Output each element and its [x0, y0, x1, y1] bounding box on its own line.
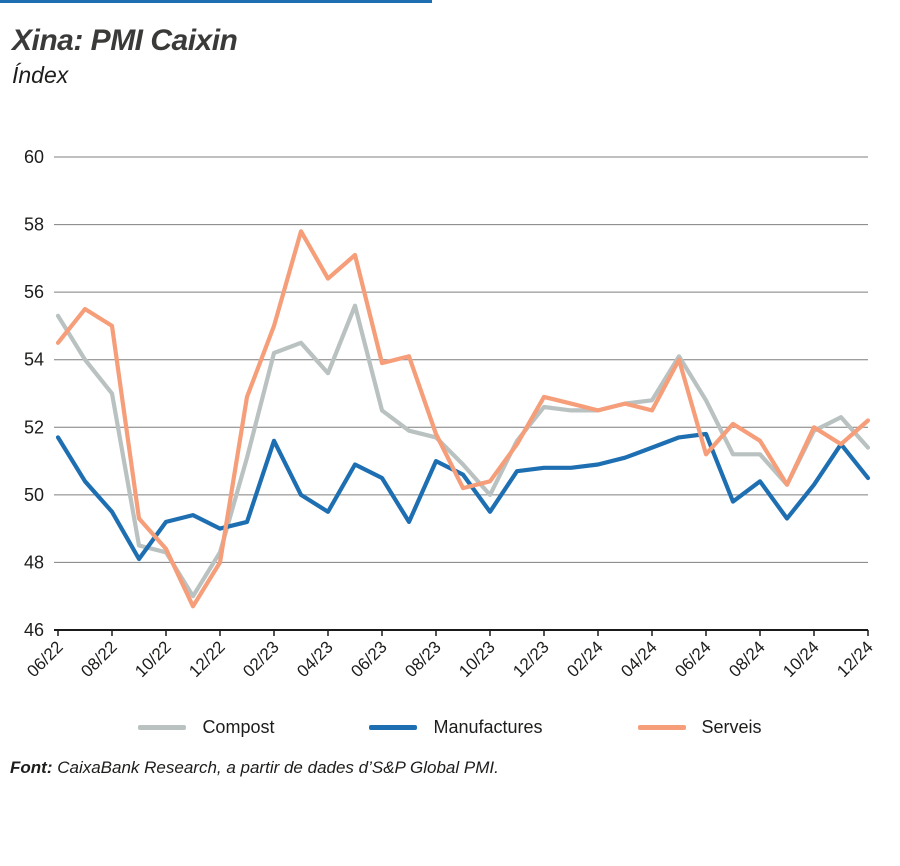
source-text: CaixaBank Research, a partir de dades d’… [52, 758, 499, 777]
page-subtitle: Índex [12, 62, 69, 88]
svg-text:52: 52 [24, 417, 44, 437]
svg-text:60: 60 [24, 147, 44, 167]
svg-text:06/23: 06/23 [347, 637, 391, 681]
svg-text:10/22: 10/22 [131, 637, 175, 681]
svg-text:12/24: 12/24 [833, 637, 877, 681]
svg-text:10/23: 10/23 [455, 637, 499, 681]
svg-text:50: 50 [24, 485, 44, 505]
top-rule [0, 0, 432, 3]
manufactures-line-swatch [369, 725, 418, 730]
svg-text:02/24: 02/24 [563, 637, 607, 681]
svg-text:08/23: 08/23 [401, 637, 445, 681]
svg-text:08/24: 08/24 [725, 637, 769, 681]
svg-text:48: 48 [24, 552, 44, 572]
legend-label-manufactures: Manufactures [433, 717, 543, 737]
svg-text:12/23: 12/23 [509, 637, 553, 681]
legend-item-manufactures: Manufactures [369, 717, 543, 738]
svg-text:02/23: 02/23 [239, 637, 283, 681]
chart-header: Xina: PMI Caixin Índex [0, 0, 900, 89]
legend-item-serveis: Serveis [637, 717, 762, 738]
svg-text:04/24: 04/24 [617, 637, 661, 681]
svg-text:12/22: 12/22 [185, 637, 229, 681]
svg-text:06/24: 06/24 [671, 637, 715, 681]
chart-area: 46 48 50 52 54 56 58 60 06/22 08/22 10/22 12/22 02/2… [0, 95, 900, 695]
chart-legend: Compost Manufactures Serveis [0, 717, 900, 738]
legend-label-serveis: Serveis [701, 717, 762, 737]
serveis-line-swatch [637, 725, 686, 730]
source-note: Font: CaixaBank Research, a partir de da… [10, 758, 900, 778]
source-label: Font: [10, 758, 53, 777]
svg-text:06/22: 06/22 [23, 637, 67, 681]
page-title: Xina: PMI Caixin [12, 24, 238, 57]
svg-text:04/23: 04/23 [293, 637, 337, 681]
legend-label-compost: Compost [202, 717, 275, 737]
svg-text:56: 56 [24, 282, 44, 302]
svg-text:54: 54 [24, 350, 44, 370]
svg-text:08/22: 08/22 [77, 637, 121, 681]
svg-text:10/24: 10/24 [779, 637, 823, 681]
svg-text:46: 46 [24, 620, 44, 640]
legend-item-compost: Compost [138, 717, 274, 738]
compost-line-swatch [138, 725, 187, 730]
svg-text:58: 58 [24, 215, 44, 235]
